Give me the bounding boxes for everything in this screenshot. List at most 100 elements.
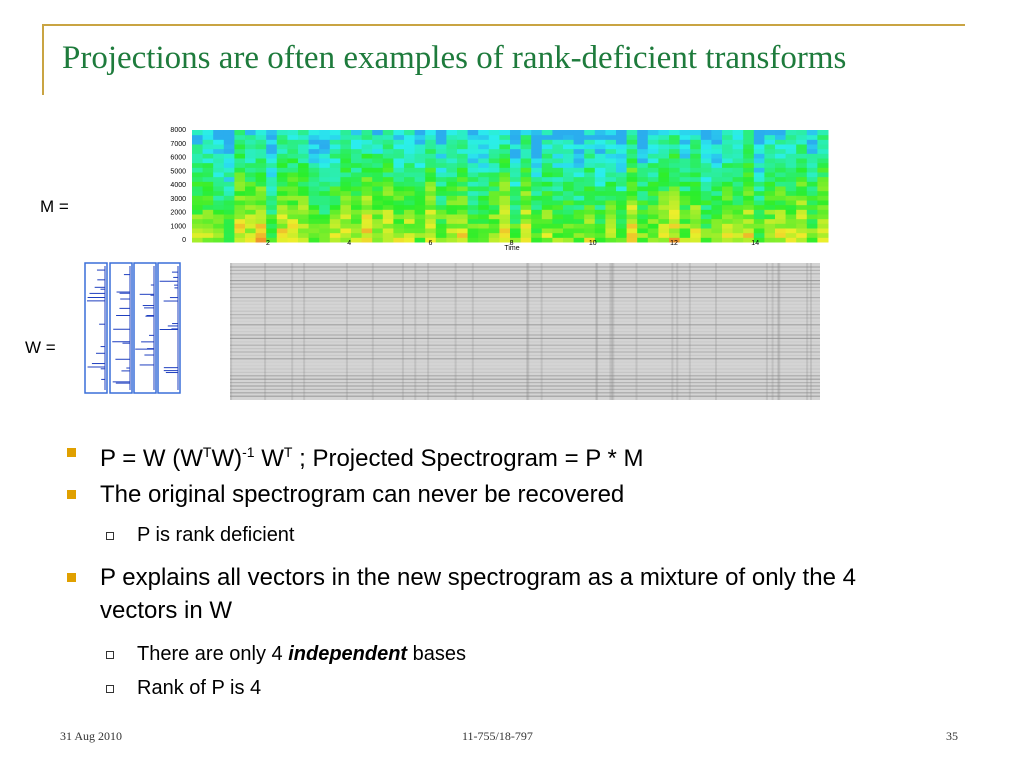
slide-title: Projections are often examples of rank-d… [62,40,847,76]
spectrogram-cell [351,130,363,136]
spectrogram-cell [319,153,331,159]
spectrogram-cell [192,223,204,229]
spectrogram-cell [616,167,628,173]
spectrogram-cell [488,139,500,145]
spectrogram-cell [446,209,458,215]
spectrogram-cell [520,139,532,145]
spectrogram-cell [563,148,575,154]
gray-col [401,263,404,400]
spectrogram-cell [817,181,829,187]
spectrogram-cell [775,209,787,215]
spectrogram-cell [393,190,405,196]
spectrogram-cell [266,218,278,224]
spectrogram-cell [287,144,299,150]
spectrogram-cell [255,223,267,229]
spectrogram-cell [404,158,416,164]
spectrogram-cell [711,237,723,243]
x-tick-label: 8 [510,240,514,247]
spectrogram-cell [785,232,797,238]
text: P is rank deficient [137,524,295,546]
gray-row [230,392,820,394]
spectrogram-cell [414,158,426,164]
spectrogram-cell [679,148,691,154]
spectrogram-cell [637,186,649,192]
sup: T [202,444,212,460]
spectrogram-cell [700,195,712,201]
spectrogram-cell [192,200,204,206]
spectrogram-cell [202,130,214,136]
spectrogram-cell [414,167,426,173]
spectrogram-cell [435,162,447,168]
spectrogram-cell [319,162,331,168]
gray-row [230,273,820,275]
spectrogram-cell [637,214,649,220]
spectrogram-cell [298,176,310,182]
spectrogram-cell [531,130,543,136]
spectrogram-cell [351,167,363,173]
spectrogram-cell [425,195,437,201]
spectrogram-cell [775,228,787,234]
spectrogram-cell [690,144,702,150]
spectrogram-cell [435,223,447,229]
spectrogram-cell [488,162,500,168]
spectrogram-cell [435,218,447,224]
spectrogram-cell [298,162,310,168]
spectrogram-cell [488,167,500,173]
spectrogram-cell [192,172,204,178]
spectrogram-cell [541,153,553,159]
spectrogram-cell [319,172,331,178]
gray-row [230,348,820,350]
spectrogram-cell [690,200,702,206]
spectrogram-cell [319,218,331,224]
spectrogram-cell [255,181,267,187]
spectrogram-cell [552,144,564,150]
spectrogram-cell [255,153,267,159]
spectrogram-cell [245,190,257,196]
spectrogram-cell [287,186,299,192]
spectrogram-cell [626,144,638,150]
spectrogram-cell [594,228,606,234]
spectrogram-cell [669,139,681,145]
gray-col [303,263,306,400]
spectrogram-cell [775,223,787,229]
spectrogram-cell [245,130,257,136]
spectrogram-cell [584,214,596,220]
spectrogram-cell [425,130,437,136]
gray-row [230,286,820,288]
spectrogram-cell [594,162,606,168]
spectrogram-cell [276,218,288,224]
spectrogram-cell [319,130,331,136]
spectrogram-cell [796,172,808,178]
spectrogram-cell [510,158,522,164]
spectrogram-cell [817,134,829,140]
spectrogram-cell [510,190,522,196]
spectrogram-cell [287,158,299,164]
spectrogram-cell [319,167,331,173]
spectrogram-cell [478,130,490,136]
spectrogram-cell [414,153,426,159]
spectrogram-cell [806,153,818,159]
spectrogram-cell [351,172,363,178]
spectrogram-cell [732,190,744,196]
spectrogram-cell [329,200,341,206]
spectrogram-cell [552,162,564,168]
spectrogram-cell [626,214,638,220]
spectrogram-cell [541,186,553,192]
spectrogram-cell [796,139,808,145]
spectrogram-cell [796,153,808,159]
spectrogram-cell [499,139,511,145]
gray-row [230,317,820,319]
spectrogram-cell [276,195,288,201]
spectrogram-cell [647,176,659,182]
spectrogram-cell [361,134,373,140]
spectrogram-cell [690,214,702,220]
spectrogram-cell [213,130,225,136]
spectrogram-cell [276,130,288,136]
spectrogram-cell [605,130,617,136]
spectrogram-cell [605,237,617,243]
spectrogram-cell [552,223,564,229]
spectrogram-cell [520,148,532,154]
spectrogram-cell [743,130,755,136]
spectrogram-cell [669,186,681,192]
spectrogram-cell [753,167,765,173]
